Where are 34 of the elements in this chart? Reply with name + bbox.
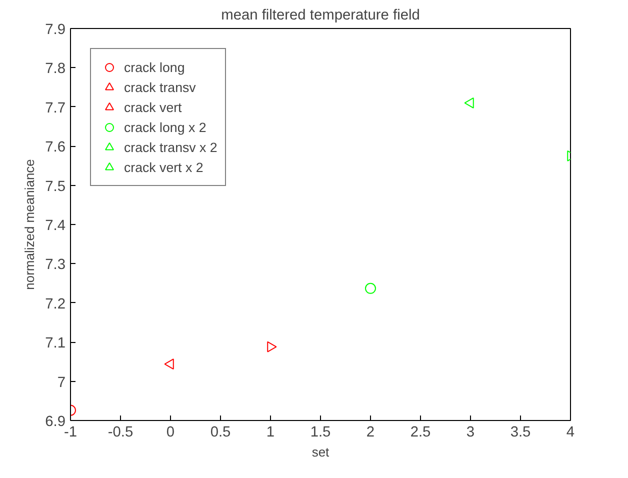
point	[365, 282, 376, 294]
y-tick-label: 7.2	[45, 296, 66, 312]
x-tick-label: 1.5	[310, 424, 331, 440]
legend-label: crack long	[124, 60, 185, 74]
x-tick-label: 1	[266, 424, 275, 440]
x-tick-label: 2.5	[410, 424, 431, 440]
x-tick-label: 0.5	[210, 424, 231, 440]
point	[464, 97, 474, 108]
y-tick-label: 7.8	[45, 61, 66, 78]
x-tick-label: 3.5	[510, 424, 531, 440]
legend-label: crack transv x 2	[124, 140, 218, 154]
y-tick-label: 7.7	[45, 100, 66, 116]
y-tick-label: 7.5	[45, 178, 66, 195]
x-tick-label: 2	[366, 424, 375, 440]
y-tick-label: 6.9	[45, 414, 66, 430]
legend-label: crack vert	[124, 100, 182, 114]
x-axis-title: set	[312, 444, 330, 460]
legend-label: crack transv	[124, 80, 196, 94]
y-tick-label: 7.4	[45, 218, 66, 234]
y-tick-label: 7.9	[45, 22, 66, 38]
x-tick-label: 0	[166, 424, 175, 440]
chart-title: mean filtered temperature field	[221, 8, 420, 24]
y-tick-label: 7.1	[45, 336, 66, 352]
y-tick-label: 7.3	[45, 257, 66, 274]
y-axis-title: normalized meaniance	[22, 159, 38, 290]
point	[267, 341, 277, 352]
x-tick-label: 4	[566, 424, 575, 440]
legend-label: crack long x 2	[124, 120, 206, 134]
x-tick-label: -1	[64, 424, 78, 440]
y-tick-label: 7	[57, 374, 66, 391]
y-tick-label: 7.6	[45, 140, 66, 156]
x-tick-label: -0.5	[108, 424, 134, 440]
legend-label: crack vert x 2	[124, 160, 204, 174]
x-tick-label: 3	[466, 424, 475, 440]
